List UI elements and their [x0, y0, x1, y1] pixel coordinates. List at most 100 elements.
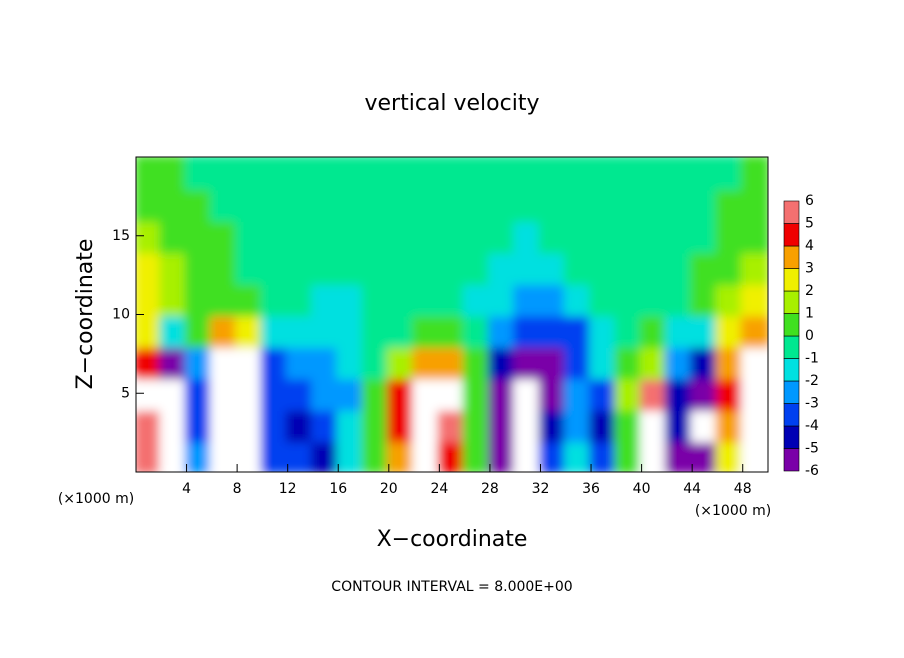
cell — [715, 344, 745, 380]
cell — [336, 344, 366, 380]
cell — [136, 249, 164, 285]
cell — [690, 407, 720, 443]
y-tick-label: 5 — [121, 385, 130, 401]
cell — [437, 249, 467, 285]
cell — [614, 407, 644, 443]
cell — [589, 375, 619, 411]
colorbar-label: 6 — [805, 193, 814, 209]
colorbar-label: -1 — [805, 351, 819, 367]
cell — [538, 218, 568, 254]
cell — [487, 281, 518, 317]
cell — [336, 157, 366, 191]
cell — [740, 249, 768, 285]
cell — [513, 186, 543, 222]
cell — [614, 312, 644, 348]
cell — [285, 438, 315, 472]
cell — [412, 438, 442, 472]
cell — [184, 438, 214, 472]
cell — [260, 281, 290, 317]
cell — [235, 375, 265, 411]
cell — [664, 407, 695, 443]
cell — [740, 186, 768, 222]
cell — [412, 281, 442, 317]
cell — [310, 249, 341, 285]
cell — [361, 375, 391, 411]
x-tick-label: 20 — [380, 481, 398, 497]
cell — [336, 375, 366, 411]
colorbar-label: 5 — [805, 216, 814, 232]
cell — [285, 312, 315, 348]
cell — [589, 344, 619, 380]
cell — [386, 157, 417, 191]
x-tick-label: 36 — [582, 481, 600, 497]
cell — [538, 438, 568, 472]
cell — [664, 344, 695, 380]
cell — [209, 312, 240, 348]
cell — [235, 344, 265, 380]
x-tick-label: 8 — [233, 481, 242, 497]
cell — [184, 344, 214, 380]
cell — [136, 438, 164, 472]
cell — [563, 186, 594, 222]
cell — [285, 186, 315, 222]
cell — [740, 218, 768, 254]
cell — [136, 407, 164, 443]
cell — [235, 438, 265, 472]
cell — [260, 375, 290, 411]
colorbar-swatch — [783, 200, 800, 224]
cell — [664, 312, 695, 348]
cell — [209, 375, 240, 411]
chart-title: vertical velocity — [364, 91, 539, 116]
colorbar-label: -4 — [805, 418, 819, 434]
cell — [715, 375, 745, 411]
cell — [412, 249, 442, 285]
cell — [639, 218, 669, 254]
cell — [513, 407, 543, 443]
cell — [386, 375, 417, 411]
cell — [664, 438, 695, 472]
cell — [285, 249, 315, 285]
cell — [462, 344, 492, 380]
cell — [285, 281, 315, 317]
cell — [513, 344, 543, 380]
cell — [260, 249, 290, 285]
cell — [715, 157, 745, 191]
cell — [184, 407, 214, 443]
cell — [589, 186, 619, 222]
cell — [538, 312, 568, 348]
y-tick-label: 15 — [112, 228, 130, 244]
cell — [437, 157, 467, 191]
cell — [361, 249, 391, 285]
x-tick-label: 4 — [182, 481, 191, 497]
cell — [412, 375, 442, 411]
cell — [235, 407, 265, 443]
cell — [589, 218, 619, 254]
cell — [639, 407, 669, 443]
cell — [209, 281, 240, 317]
cell — [235, 312, 265, 348]
field — [136, 157, 768, 472]
colorbar-swatch — [783, 425, 800, 449]
x-unit: (×1000 m) — [58, 491, 134, 507]
cell — [614, 186, 644, 222]
cell — [740, 407, 768, 443]
cell — [589, 281, 619, 317]
cell — [690, 344, 720, 380]
cell — [538, 249, 568, 285]
cell — [260, 186, 290, 222]
footer: CONTOUR INTERVAL = 8.000E+00 — [331, 579, 572, 595]
cell — [639, 438, 669, 472]
cell — [462, 249, 492, 285]
cell — [184, 218, 214, 254]
cell — [310, 375, 341, 411]
cell — [614, 375, 644, 411]
cell — [462, 375, 492, 411]
cell — [260, 218, 290, 254]
cell — [260, 312, 290, 348]
cell — [235, 218, 265, 254]
x-tick-label: 24 — [430, 481, 448, 497]
cell — [136, 157, 164, 191]
cell — [715, 312, 745, 348]
cell — [159, 281, 189, 317]
cell — [690, 218, 720, 254]
